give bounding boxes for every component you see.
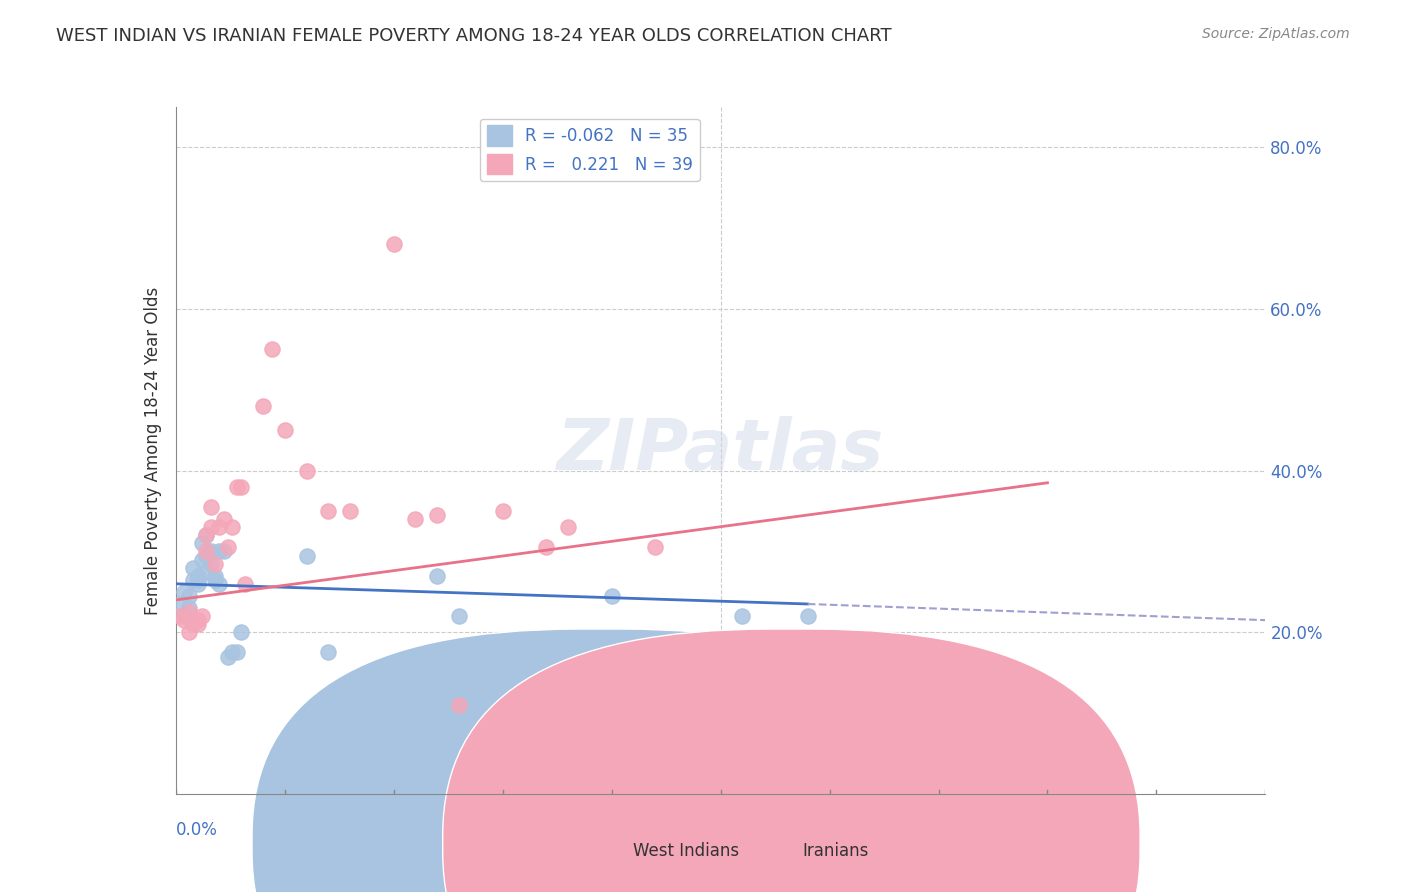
Iranians [492,504,515,518]
West Indians [195,528,218,542]
Iranians [235,576,257,591]
Iranians [217,541,239,555]
Y-axis label: Female Poverty Among 18-24 Year Olds: Female Poverty Among 18-24 Year Olds [143,286,162,615]
Iranians [534,541,557,555]
Iranians [621,714,644,728]
West Indians [195,565,218,579]
Iranians [186,617,209,632]
West Indians [295,549,318,563]
West Indians [534,649,557,664]
Iranians [644,541,666,555]
Iranians [200,500,222,514]
Iranians [295,464,318,478]
West Indians [177,601,200,615]
Iranians [252,399,274,413]
West Indians [204,573,226,587]
West Indians [447,609,470,624]
Iranians [200,520,222,534]
West Indians [173,585,195,599]
West Indians [225,645,247,659]
Iranians [426,508,449,522]
Iranians [600,681,623,696]
West Indians [212,544,235,558]
West Indians [217,649,239,664]
Iranians [928,706,950,720]
West Indians [186,573,209,587]
Text: Source: ZipAtlas.com: Source: ZipAtlas.com [1202,27,1350,41]
West Indians [195,549,218,563]
West Indians [796,609,818,624]
West Indians [208,544,231,558]
Iranians [204,557,226,571]
Iranians [173,613,195,627]
West Indians [600,589,623,603]
Iranians [212,512,235,526]
Iranians [447,698,470,712]
Text: West Indians: West Indians [633,842,740,860]
FancyBboxPatch shape [443,629,1140,892]
Iranians [260,343,283,357]
Iranians [557,520,579,534]
West Indians [204,568,226,582]
Iranians [405,512,427,526]
West Indians [731,609,754,624]
West Indians [513,637,536,651]
Text: Iranians: Iranians [803,842,869,860]
West Indians [186,568,209,582]
Text: ZIPatlas: ZIPatlas [557,416,884,485]
Iranians [339,504,361,518]
Iranians [195,544,218,558]
Iranians [382,237,405,252]
West Indians [191,552,214,566]
West Indians [208,576,231,591]
West Indians [181,560,204,574]
Iranians [177,605,200,619]
West Indians [169,597,191,611]
Iranians [191,609,214,624]
Iranians [208,520,231,534]
Iranians [231,480,253,494]
West Indians [318,645,340,659]
Iranians [318,504,340,518]
West Indians [200,544,222,558]
West Indians [181,573,204,587]
Iranians [1036,694,1059,708]
Iranians [181,617,204,632]
West Indians [221,645,243,659]
Iranians [195,528,218,542]
Text: WEST INDIAN VS IRANIAN FEMALE POVERTY AMONG 18-24 YEAR OLDS CORRELATION CHART: WEST INDIAN VS IRANIAN FEMALE POVERTY AM… [56,27,891,45]
Iranians [177,625,200,640]
West Indians [191,536,214,550]
Iranians [186,613,209,627]
Legend: R = -0.062   N = 35, R =   0.221   N = 39: R = -0.062 N = 35, R = 0.221 N = 39 [479,119,700,181]
Iranians [225,480,247,494]
Iranians [274,423,297,437]
Text: 0.0%: 0.0% [176,822,218,839]
FancyBboxPatch shape [252,629,949,892]
West Indians [231,625,253,640]
Iranians [818,690,841,704]
West Indians [173,609,195,624]
West Indians [426,568,449,582]
Iranians [169,609,191,624]
Iranians [221,520,243,534]
West Indians [200,557,222,571]
West Indians [186,576,209,591]
West Indians [177,589,200,603]
